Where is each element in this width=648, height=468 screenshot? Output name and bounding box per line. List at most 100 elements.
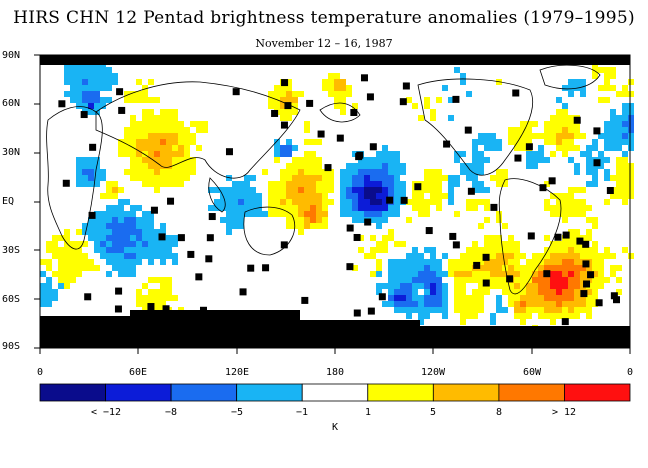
anomaly-cell (622, 109, 628, 115)
anomaly-cell (364, 175, 370, 181)
anomaly-cell (160, 259, 166, 265)
anomaly-cell (346, 175, 352, 181)
missing-data-cell (402, 82, 410, 90)
anomaly-cell (358, 217, 364, 223)
anomaly-cell (184, 169, 190, 175)
anomaly-cell (430, 289, 436, 295)
anomaly-cell (622, 133, 628, 139)
anomaly-cell (400, 289, 406, 295)
missing-data-cell (350, 109, 358, 117)
anomaly-cell (604, 127, 610, 133)
anomaly-cell (556, 205, 562, 211)
anomaly-cell (442, 313, 448, 319)
anomaly-cell (598, 133, 604, 139)
anomaly-cell (148, 109, 154, 115)
anomaly-cell (358, 181, 364, 187)
anomaly-cell (616, 181, 622, 187)
anomaly-cell (232, 181, 238, 187)
anomaly-cell (130, 139, 136, 145)
anomaly-cell (142, 109, 148, 115)
anomaly-cell (394, 151, 400, 157)
anomaly-cell (190, 133, 196, 139)
missing-data-cell (580, 290, 588, 298)
anomaly-cell (406, 307, 412, 313)
anomaly-cell (322, 79, 328, 85)
anomaly-cell (466, 169, 472, 175)
anomaly-cell (124, 229, 130, 235)
anomaly-cell (568, 133, 574, 139)
anomaly-cell (436, 307, 442, 313)
anomaly-cell (244, 175, 250, 181)
anomaly-cell (448, 271, 454, 277)
anomaly-cell (472, 163, 478, 169)
missing-data-cell (525, 143, 533, 151)
anomaly-cell (394, 295, 400, 301)
anomaly-cell (352, 193, 358, 199)
anomaly-cell (112, 73, 118, 79)
anomaly-cell (478, 223, 484, 229)
anomaly-cell (124, 235, 130, 241)
anomaly-cell (118, 211, 124, 217)
anomaly-cell (550, 253, 556, 259)
anomaly-cell (382, 193, 388, 199)
anomaly-cell (94, 169, 100, 175)
anomaly-cell (466, 253, 472, 259)
anomaly-cell (124, 91, 130, 97)
anomaly-cell (490, 283, 496, 289)
coastline (319, 102, 361, 123)
anomaly-cell (40, 295, 46, 301)
anomaly-cell (82, 157, 88, 163)
anomaly-cell (472, 175, 478, 181)
anomaly-cell (406, 259, 412, 265)
anomaly-cell (562, 313, 568, 319)
anomaly-cell (346, 169, 352, 175)
anomaly-cell (166, 241, 172, 247)
anomaly-cell (490, 265, 496, 271)
anomaly-cell (298, 91, 304, 97)
anomaly-cell (574, 145, 580, 151)
anomaly-cell (574, 271, 580, 277)
anomaly-cell (64, 247, 70, 253)
anomaly-cell (340, 79, 346, 85)
anomaly-cell (286, 169, 292, 175)
anomaly-cell (574, 277, 580, 283)
anomaly-cell (352, 163, 358, 169)
anomaly-cell (88, 103, 94, 109)
anomaly-cell (82, 73, 88, 79)
anomaly-cell (424, 283, 430, 289)
anomaly-cell (376, 211, 382, 217)
anomaly-cell (280, 97, 286, 103)
anomaly-cell (250, 211, 256, 217)
anomaly-cell (430, 271, 436, 277)
anomaly-cell (310, 181, 316, 187)
anomaly-cell (388, 181, 394, 187)
anomaly-cell (418, 193, 424, 199)
anomaly-cell (508, 295, 514, 301)
anomaly-cell (346, 193, 352, 199)
anomaly-cell (472, 139, 478, 145)
anomaly-cell (562, 103, 568, 109)
anomaly-cell (550, 259, 556, 265)
anomaly-cell (562, 109, 568, 115)
anomaly-cell (610, 115, 616, 121)
anomaly-cell (280, 151, 286, 157)
anomaly-cell (322, 223, 328, 229)
anomaly-cell (592, 277, 598, 283)
anomaly-cell (154, 139, 160, 145)
anomaly-cell (436, 187, 442, 193)
anomaly-cell (478, 295, 484, 301)
anomaly-cell (538, 307, 544, 313)
anomaly-cell (376, 289, 382, 295)
anomaly-cell (526, 259, 532, 265)
anomaly-cell (490, 247, 496, 253)
anomaly-cell (544, 301, 550, 307)
anomaly-cell (568, 205, 574, 211)
colorbar-label-1: 1 (364, 407, 372, 418)
anomaly-cell (472, 241, 478, 247)
anomaly-cell (178, 181, 184, 187)
anomaly-cell (442, 253, 448, 259)
anomaly-cell (370, 205, 376, 211)
anomaly-cell (280, 181, 286, 187)
anomaly-cell (388, 265, 394, 271)
anomaly-cell (616, 121, 622, 127)
